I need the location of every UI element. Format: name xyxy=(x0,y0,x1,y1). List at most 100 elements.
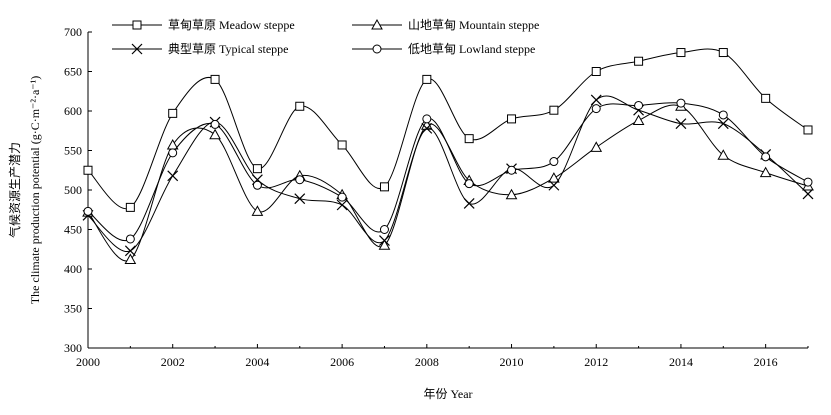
data-point-square xyxy=(125,202,135,212)
data-point-circle xyxy=(295,175,305,185)
x-marker-stroke xyxy=(124,245,136,257)
series-triangle xyxy=(82,100,814,265)
data-point-square xyxy=(549,105,559,115)
data-point-square xyxy=(803,125,813,135)
y-tick-label: 600 xyxy=(64,104,82,118)
data-point-circle xyxy=(337,192,347,202)
data-point-x xyxy=(548,179,560,191)
legend-label: 典型草原 Typical steppe xyxy=(168,42,288,56)
y-tick-label: 700 xyxy=(64,25,82,39)
x-axis-title: 年份 Year xyxy=(423,387,472,401)
data-point-triangle xyxy=(759,166,772,178)
y-axis-title-en: The climate production potential (g·C·m⁻… xyxy=(28,76,42,304)
y-axis-title-cn: 气候资源生产潜力 xyxy=(7,142,22,238)
data-point-triangle xyxy=(251,205,264,216)
series-x xyxy=(82,94,814,257)
y-tick-label: 550 xyxy=(64,144,82,158)
data-point-x xyxy=(421,122,433,134)
x-marker-stroke xyxy=(379,235,390,246)
data-point-square xyxy=(210,74,220,84)
data-point-triangle xyxy=(209,128,221,140)
data-point-circle xyxy=(634,100,644,110)
series-circle xyxy=(83,98,813,244)
data-point-triangle xyxy=(548,172,560,183)
data-point-triangle xyxy=(590,141,603,152)
data-point-x xyxy=(379,235,390,246)
x-tick-label: 2006 xyxy=(330,355,354,369)
data-point-circle xyxy=(168,148,178,158)
data-point-circle xyxy=(125,234,135,244)
data-point-square xyxy=(591,67,601,76)
data-point-square xyxy=(507,114,517,124)
x-marker-stroke xyxy=(802,188,814,200)
data-point-triangle xyxy=(717,149,730,160)
legend-marker-x xyxy=(131,43,143,55)
data-point-x xyxy=(675,118,687,130)
data-point-x xyxy=(717,118,729,130)
data-point-square xyxy=(252,164,262,174)
legend-label: 草甸草原 Meadow steppe xyxy=(168,18,295,32)
x-marker-stroke xyxy=(167,170,179,182)
data-point-circle xyxy=(549,157,559,167)
legend-item: 典型草原 Typical steppe xyxy=(112,42,288,56)
x-marker-stroke xyxy=(131,43,143,55)
data-point-square xyxy=(168,108,178,118)
y-tick-label: 350 xyxy=(64,302,82,316)
x-tick-label: 2002 xyxy=(161,355,185,369)
data-point-circle xyxy=(803,177,813,187)
data-point-square xyxy=(761,93,771,103)
x-marker-stroke xyxy=(590,94,602,106)
data-point-triangle xyxy=(505,188,518,200)
data-point-circle xyxy=(507,165,517,175)
x-marker-stroke xyxy=(717,118,729,130)
data-point-square xyxy=(718,48,728,58)
data-point-triangle xyxy=(378,239,391,250)
data-point-circle xyxy=(718,110,728,120)
legend-item: 山地草甸 Mountain steppe xyxy=(352,18,539,32)
series-layer xyxy=(82,48,814,265)
legend-marker-triangle xyxy=(371,18,383,30)
data-point-circle xyxy=(210,119,220,129)
data-point-triangle xyxy=(632,114,645,125)
data-point-x xyxy=(590,94,602,106)
x-tick-label: 2004 xyxy=(245,355,269,369)
y-tick-label: 400 xyxy=(64,262,82,276)
data-point-triangle xyxy=(124,253,137,265)
x-tick-label: 2014 xyxy=(669,355,693,369)
data-point-square xyxy=(379,182,389,192)
y-tick-label: 650 xyxy=(64,65,82,79)
series-line xyxy=(87,102,809,242)
axes: 300 350 400 450 500 550 600 650 700 2000 2002 2004 2… xyxy=(64,25,809,369)
data-point-square xyxy=(295,101,305,111)
legend: 草甸草原 Meadow steppe 山地草甸 Mountain steppe 典型… xyxy=(112,18,539,56)
data-point-circle xyxy=(591,104,601,114)
y-tick-label: 500 xyxy=(64,183,82,197)
data-point-square xyxy=(422,74,432,84)
data-point-square xyxy=(676,48,686,58)
data-point-x xyxy=(802,188,814,200)
legend-label: 低地草甸 Lowland steppe xyxy=(408,42,535,56)
data-point-x xyxy=(463,198,475,209)
x-marker-stroke xyxy=(463,198,475,209)
data-point-circle xyxy=(83,206,93,216)
data-point-circle xyxy=(252,180,262,190)
data-point-x xyxy=(294,193,306,205)
data-point-x xyxy=(124,245,136,257)
x-marker-stroke xyxy=(675,118,687,130)
x-marker-stroke xyxy=(421,122,433,134)
x-tick-label: 2000 xyxy=(76,355,100,369)
data-point-circle xyxy=(422,114,432,124)
data-point-square xyxy=(83,165,93,175)
legend-item: 草甸草原 Meadow steppe xyxy=(112,18,295,32)
x-tick-label: 2008 xyxy=(415,355,439,369)
x-tick-label: 2010 xyxy=(500,355,524,369)
y-tick-label: 450 xyxy=(64,223,82,237)
data-point-x xyxy=(336,199,348,211)
data-point-circle xyxy=(379,225,389,234)
data-point-circle xyxy=(761,152,771,162)
x-tick-label: 2012 xyxy=(584,355,608,369)
data-point-square xyxy=(337,140,347,150)
legend-label: 山地草甸 Mountain steppe xyxy=(408,18,539,32)
